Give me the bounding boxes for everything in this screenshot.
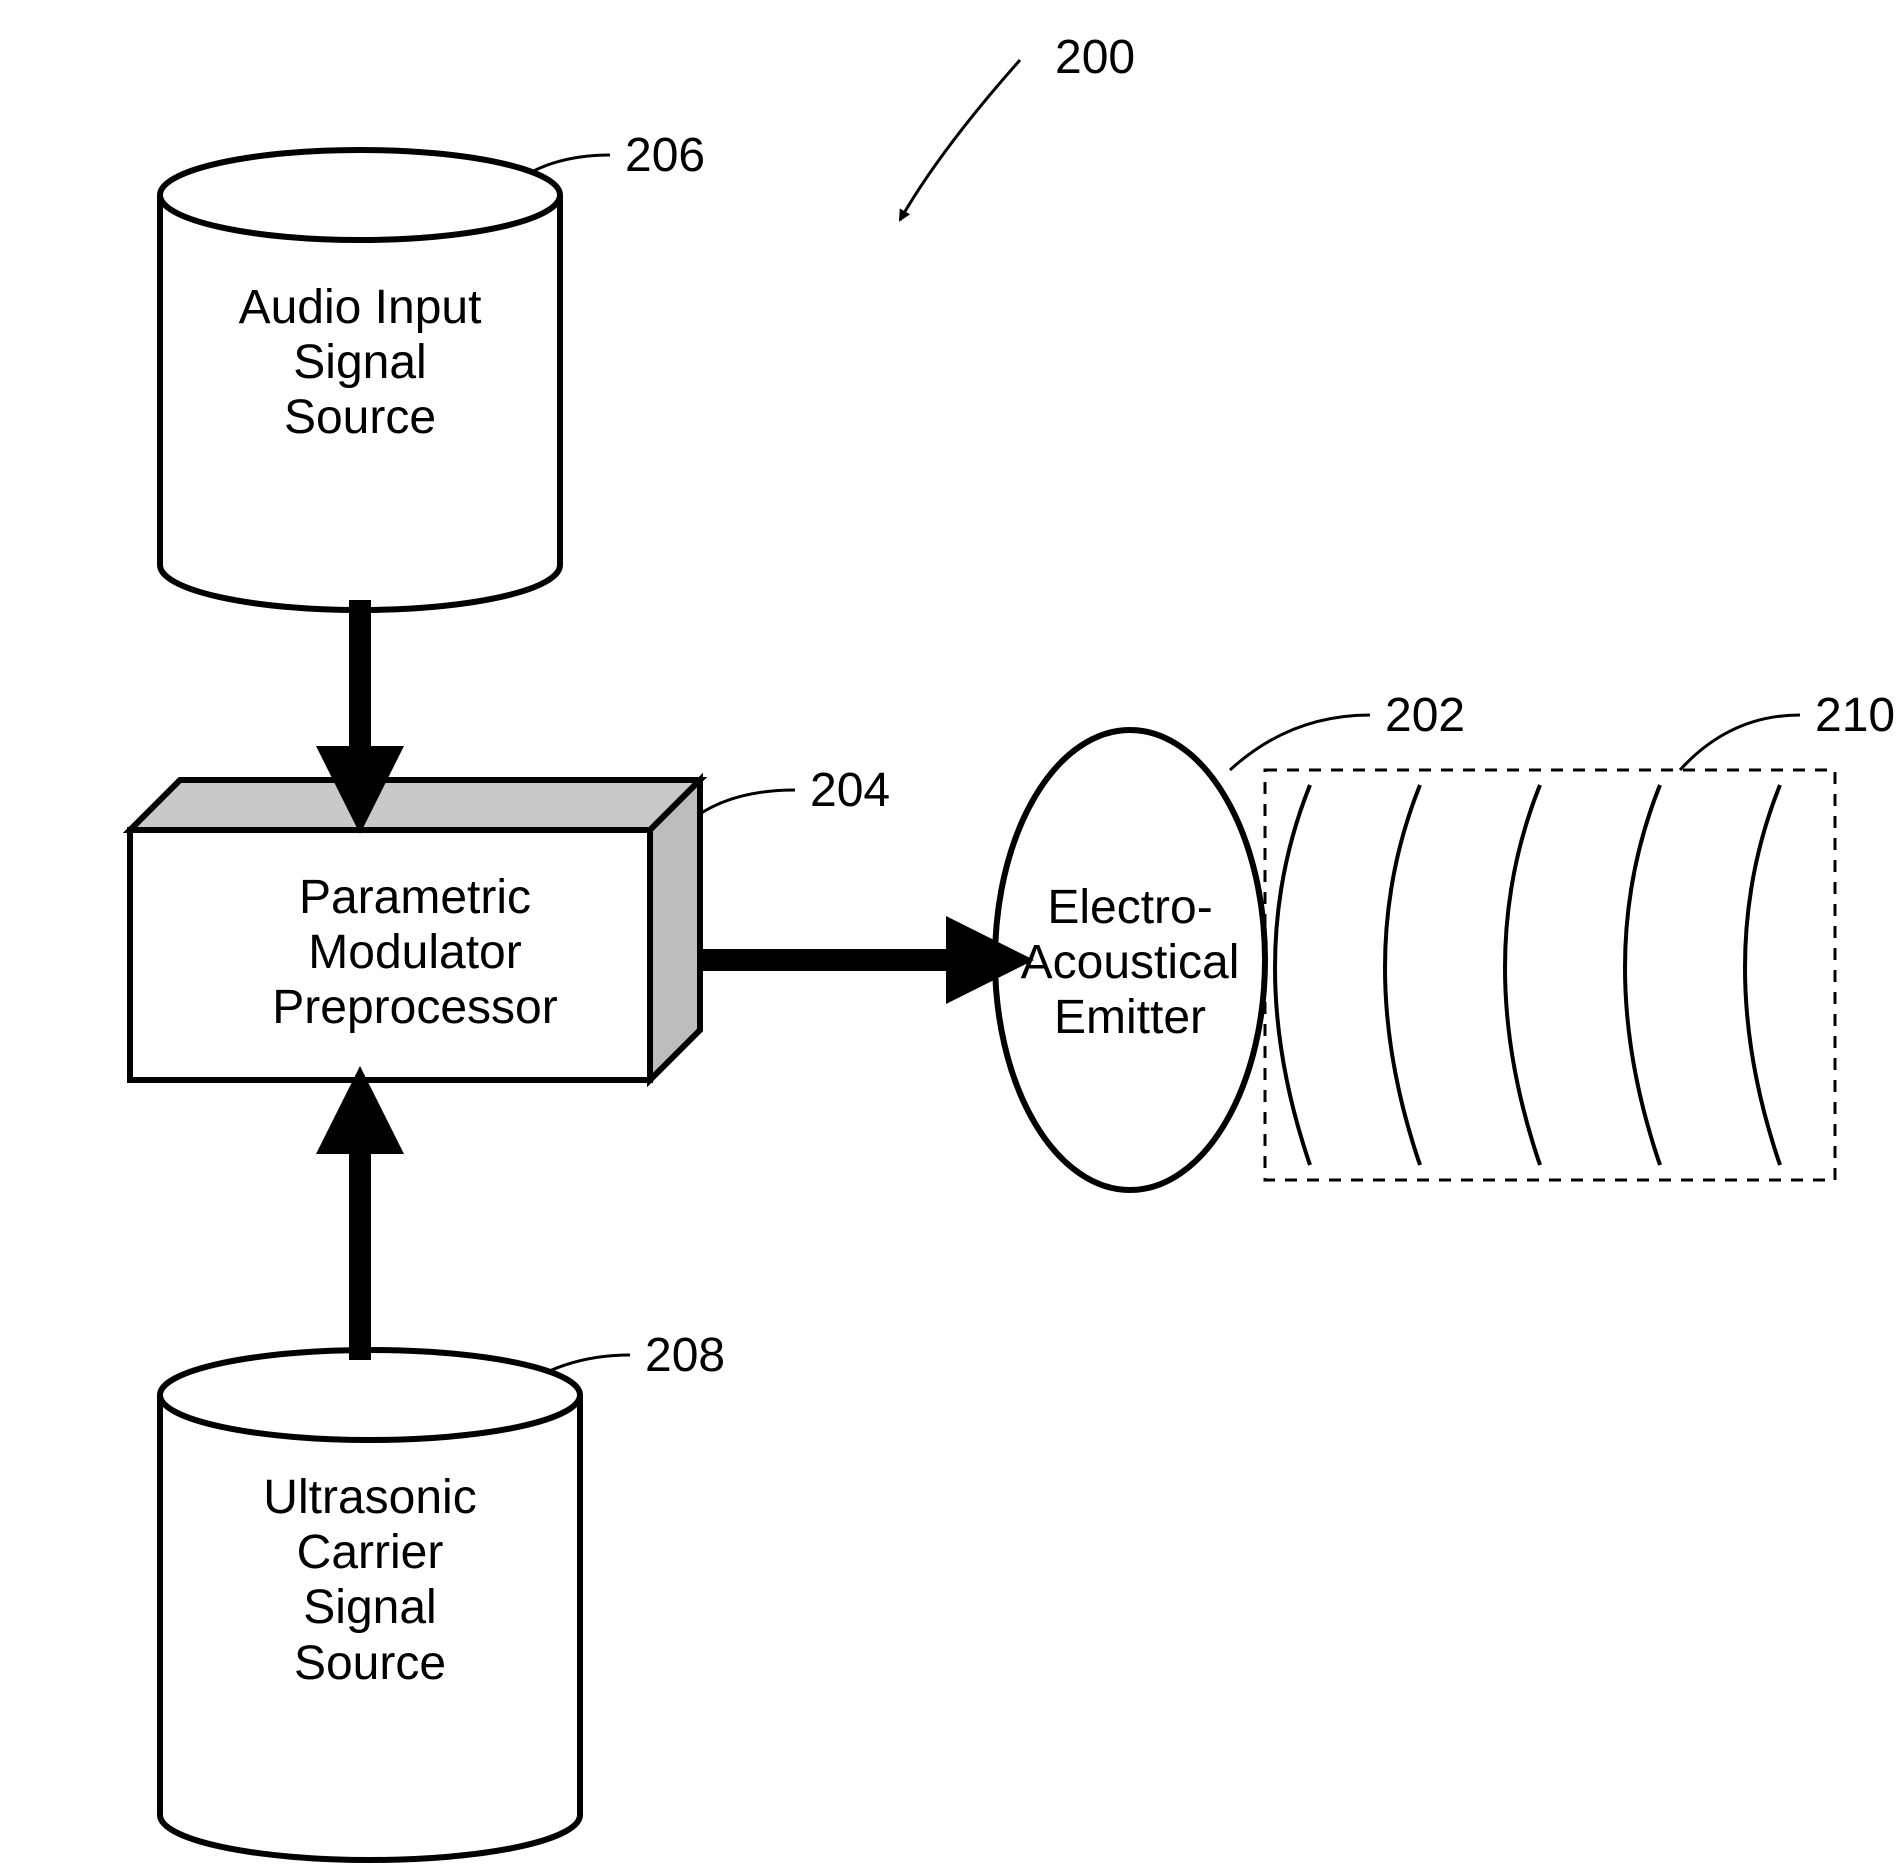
- emitter-label: Electro-AcousticalEmitter: [1010, 880, 1250, 1046]
- modulator-label: ParametricModulatorPreprocessor: [180, 870, 650, 1036]
- ref-204: 204: [810, 763, 890, 818]
- ref-206: 206: [625, 128, 705, 183]
- ref-210: 210: [1815, 688, 1895, 743]
- diagram-canvas: 200 206 204 208 202 210 Audio InputSigna…: [0, 0, 1901, 1874]
- ref-200: 200: [1055, 30, 1135, 85]
- audio-source-label: Audio InputSignalSource: [160, 280, 560, 446]
- ref-202: 202: [1385, 688, 1465, 743]
- ultrasonic-source-label: UltrasonicCarrierSignalSource: [160, 1470, 580, 1691]
- ref-208: 208: [645, 1328, 725, 1383]
